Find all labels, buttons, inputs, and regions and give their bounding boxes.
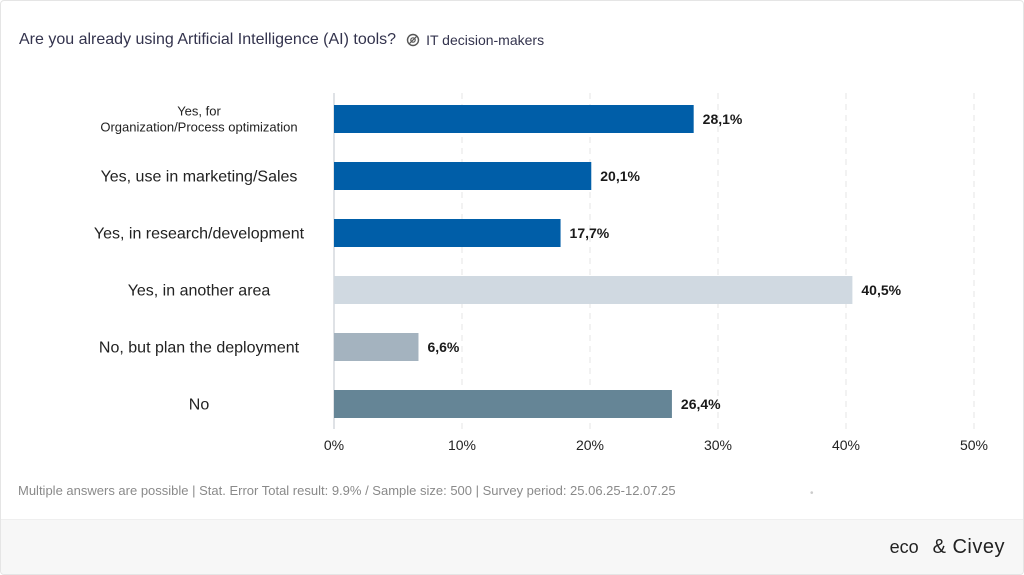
audience-filter[interactable]: IT decision-makers	[406, 32, 544, 48]
category-label: Yes, for Organization/Process optimizatio…	[100, 104, 297, 135]
data-label: 26,4%	[681, 396, 721, 412]
chart-title: Are you already using Artificial Intelli…	[19, 31, 397, 48]
category-label: Yes, in research/development	[94, 226, 305, 243]
brand-civey: & Civey	[932, 536, 1005, 558]
data-label: 6,6%	[427, 339, 459, 355]
x-tick-label: 10%	[448, 437, 476, 453]
brand-logo: eco & Civey	[890, 536, 1005, 559]
decorative-dot: •	[810, 488, 814, 499]
bar	[334, 333, 419, 361]
brand-eco: eco	[889, 537, 919, 557]
methodology-note: Multiple answers are possible | Stat. Er…	[18, 483, 676, 498]
x-tick-label: 40%	[832, 437, 860, 453]
bar-chart: 0% 10% 20% 30% 40% 50% Yes, for Organization/Pr…	[94, 93, 988, 453]
category-label: No	[189, 397, 210, 414]
data-label: 17,7%	[570, 225, 610, 241]
bar	[334, 162, 592, 190]
x-tick-label: 50%	[960, 437, 988, 453]
category-label: Yes, use in marketing/Sales	[101, 169, 298, 186]
footer-bar: eco & Civey	[1, 519, 1023, 574]
bar	[334, 390, 672, 418]
chart-header: Are you already using Artificial Intelli…	[19, 31, 544, 49]
audience-label: IT decision-makers	[426, 32, 545, 48]
bar	[334, 219, 561, 247]
data-label: 40,5%	[861, 282, 901, 298]
x-tick-label: 30%	[704, 437, 732, 453]
bar	[334, 276, 853, 304]
data-label: 20,1%	[600, 168, 640, 184]
category-label: Yes, in another area	[128, 283, 271, 300]
category-label: No, but plan the deployment	[99, 340, 300, 357]
target-circle-icon	[406, 33, 420, 47]
x-tick-label: 20%	[576, 437, 604, 453]
bar	[334, 105, 694, 133]
x-tick-label: 0%	[324, 437, 344, 453]
data-label: 28,1%	[703, 111, 743, 127]
